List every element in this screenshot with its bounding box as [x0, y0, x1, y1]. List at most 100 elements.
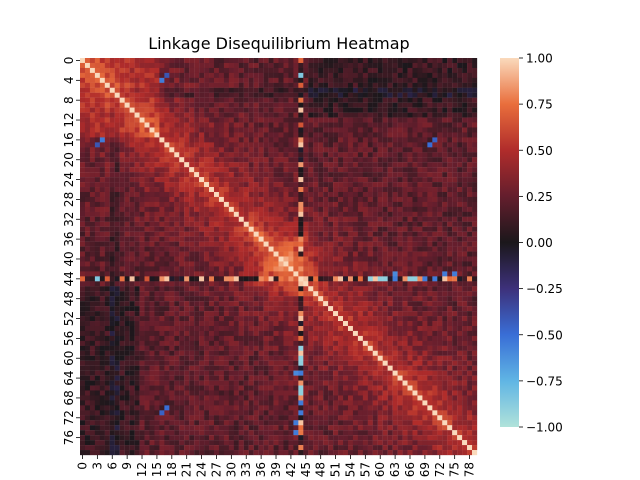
heatmap-cell: [263, 226, 269, 232]
heatmap-cell: [149, 107, 155, 113]
heatmap-cell: [273, 122, 279, 128]
heatmap-cell: [218, 92, 225, 98]
heatmap-cell: [382, 152, 388, 158]
heatmap-cell: [457, 281, 463, 287]
heatmap-cell: [343, 256, 349, 262]
heatmap-cell: [243, 216, 249, 222]
heatmap-cell: [367, 87, 373, 93]
heatmap-cell: [288, 276, 294, 282]
heatmap-cell: [308, 132, 314, 138]
heatmap-cell: [124, 231, 130, 237]
heatmap-cell: [343, 316, 349, 322]
heatmap-cell: [263, 306, 269, 312]
heatmap-cell: [99, 182, 105, 188]
heatmap-cell: [392, 112, 398, 118]
heatmap-cell: [283, 167, 289, 173]
heatmap-cell: [303, 345, 309, 351]
heatmap-cell: [129, 67, 135, 74]
heatmap-cell: [263, 196, 269, 203]
heatmap-cell: [392, 296, 398, 302]
heatmap-cell: [452, 246, 458, 252]
heatmap-cell: [233, 306, 239, 312]
heatmap-cell: [343, 102, 349, 108]
heatmap-cell: [467, 72, 473, 79]
heatmap-cell: [377, 216, 383, 222]
heatmap-cell: [179, 122, 185, 128]
heatmap-cell: [362, 216, 368, 222]
heatmap-cell: [129, 251, 135, 257]
heatmap-cell: [144, 251, 150, 257]
heatmap-cell: [278, 162, 284, 168]
heatmap-cell: [258, 236, 264, 242]
heatmap-cell: [139, 335, 145, 342]
heatmap-cell: [417, 291, 423, 297]
heatmap-cell: [218, 87, 225, 93]
heatmap-cells: [80, 58, 478, 456]
heatmap-cell: [84, 187, 91, 193]
heatmap-cell: [422, 97, 428, 103]
heatmap-cell: [99, 281, 105, 287]
heatmap-cell: [402, 206, 408, 212]
heatmap-cell: [377, 177, 383, 183]
heatmap-cell: [357, 82, 364, 88]
heatmap-cell: [372, 62, 378, 69]
heatmap-cell: [119, 122, 125, 128]
heatmap-cell: [129, 112, 135, 118]
heatmap-cell: [114, 360, 120, 366]
heatmap-cell: [253, 211, 259, 217]
heatmap-cell: [179, 206, 185, 212]
heatmap-cell: [169, 127, 175, 133]
heatmap-cell: [457, 172, 463, 178]
heatmap-cell: [457, 286, 463, 292]
heatmap-cell: [104, 172, 110, 178]
heatmap-cell: [462, 340, 468, 346]
heatmap-cell: [154, 216, 160, 222]
heatmap-cell: [357, 137, 364, 143]
heatmap-cell: [179, 316, 185, 322]
heatmap-cell: [248, 167, 254, 173]
heatmap-cell: [273, 187, 279, 193]
heatmap-cell: [253, 137, 259, 143]
heatmap-cell: [422, 172, 428, 178]
heatmap-cell: [308, 211, 314, 217]
heatmap-cell: [174, 162, 180, 168]
heatmap-cell: [99, 67, 105, 74]
heatmap-cell: [104, 157, 110, 163]
heatmap-cell: [278, 132, 284, 138]
heatmap-cell: [333, 276, 339, 282]
heatmap-cell: [452, 201, 458, 208]
heatmap-cell: [318, 301, 324, 307]
heatmap-cell: [273, 87, 279, 93]
heatmap-cell: [228, 216, 234, 222]
heatmap-cell: [89, 226, 96, 232]
heatmap-cell: [382, 301, 388, 307]
heatmap-cell: [109, 167, 115, 173]
heatmap-cell: [377, 122, 383, 128]
heatmap-cell: [174, 296, 180, 302]
heatmap-cell: [164, 191, 170, 198]
heatmap-cell: [402, 147, 408, 153]
heatmap-cell: [213, 335, 220, 342]
heatmap-cell: [427, 132, 433, 138]
heatmap-cell: [437, 261, 443, 267]
heatmap-cell: [472, 276, 478, 282]
heatmap-cell: [323, 251, 329, 257]
heatmap-cell: [343, 117, 349, 123]
heatmap-cell: [134, 182, 140, 188]
heatmap-cell: [154, 286, 160, 292]
heatmap-cell: [278, 291, 284, 297]
heatmap-cell: [233, 286, 239, 292]
heatmap-cell: [89, 122, 96, 128]
heatmap-cell: [283, 127, 289, 133]
heatmap-cell: [308, 117, 314, 123]
heatmap-cell: [253, 162, 259, 168]
heatmap-cell: [472, 67, 478, 74]
heatmap-cell: [333, 58, 339, 64]
heatmap-cell: [159, 182, 165, 188]
heatmap-cell: [447, 127, 453, 133]
heatmap-cell: [412, 311, 418, 317]
heatmap-cell: [323, 67, 329, 74]
heatmap-cell: [273, 330, 279, 337]
heatmap-cell: [392, 132, 398, 138]
heatmap-cell: [159, 216, 165, 222]
